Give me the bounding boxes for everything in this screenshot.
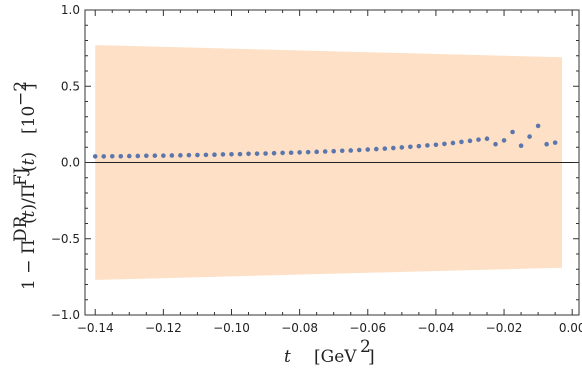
data-point — [288, 150, 294, 156]
data-point — [152, 153, 158, 158]
data-point — [527, 134, 532, 139]
x-tick-label: −0.04 — [418, 321, 455, 335]
data-point — [254, 151, 260, 156]
data-point — [314, 149, 319, 155]
data-point — [484, 136, 490, 142]
data-point — [518, 143, 524, 149]
data-point — [535, 123, 541, 129]
x-tick-label: −0.12 — [145, 321, 182, 335]
y-tick-label: −0.5 — [51, 232, 80, 246]
data-points — [92, 123, 558, 159]
data-point — [408, 144, 413, 150]
data-point — [229, 151, 234, 157]
data-point — [212, 152, 217, 158]
data-point — [92, 154, 98, 159]
data-point — [135, 153, 141, 159]
data-point — [552, 140, 558, 145]
x-axis-title: t [GeV 2 ] — [284, 337, 375, 367]
data-point — [109, 153, 115, 159]
x-tick-label: 0.00 — [559, 321, 582, 335]
data-point — [382, 146, 388, 151]
data-point — [331, 148, 337, 154]
data-point — [442, 141, 447, 147]
data-point — [450, 140, 456, 146]
data-point — [195, 152, 200, 158]
data-point — [476, 137, 481, 142]
data-point — [467, 138, 473, 144]
svg-text:]: ] — [368, 347, 375, 367]
y-axis-ticks: −1.0 −0.5 0.0 0.5 1.0 — [51, 3, 579, 322]
y-tick-label: 0.5 — [61, 79, 80, 93]
x-tick-label: −0.14 — [77, 321, 114, 335]
svg-text:2: 2 — [360, 337, 371, 357]
data-point — [186, 152, 192, 158]
data-point — [126, 153, 132, 159]
data-point — [169, 153, 175, 158]
data-point — [501, 138, 507, 143]
svg-text:[10: [10 — [19, 106, 39, 134]
svg-text:FJ: FJ — [11, 167, 31, 186]
svg-text:(t)/Π: (t)/Π — [19, 183, 39, 224]
data-point — [101, 154, 107, 159]
svg-text:t: t — [284, 347, 291, 367]
data-point — [365, 147, 371, 152]
data-point — [416, 143, 422, 149]
data-point — [391, 145, 396, 151]
data-point — [305, 149, 311, 155]
x-tick-label: −0.10 — [213, 321, 250, 335]
data-point — [425, 143, 430, 148]
data-point — [280, 150, 285, 156]
data-point — [348, 148, 354, 153]
svg-text:[GeV: [GeV — [314, 347, 357, 367]
x-tick-label: −0.06 — [349, 321, 386, 335]
x-tick-label: −0.02 — [486, 321, 523, 335]
y-axis-title: 1 − Π DR (t)/Π FJ (t) [10 −2 ] — [11, 81, 39, 290]
data-point — [237, 151, 243, 157]
data-point — [356, 147, 362, 153]
data-point — [544, 141, 549, 147]
svg-text:−2: −2 — [11, 81, 31, 106]
data-point — [271, 150, 277, 156]
data-point — [144, 153, 149, 159]
x-tick-label: −0.08 — [281, 321, 318, 335]
y-tick-label: 1.0 — [61, 3, 80, 17]
data-point — [373, 146, 379, 152]
data-point — [246, 151, 251, 157]
data-point — [459, 139, 464, 145]
data-point — [263, 151, 268, 156]
data-point — [220, 152, 226, 157]
y-tick-label: 0.0 — [61, 156, 80, 170]
svg-text:DR: DR — [11, 214, 31, 242]
data-point — [322, 149, 328, 154]
data-point — [399, 145, 405, 150]
x-axis-ticks: −0.14 −0.12 −0.10 −0.08 −0.06 −0.04 −0.02 0.00 — [77, 10, 582, 335]
svg-text:]: ] — [19, 83, 39, 90]
data-point — [433, 142, 439, 148]
y-tick-label: −1.0 — [51, 308, 80, 322]
data-point — [510, 129, 515, 135]
data-point — [118, 153, 124, 159]
data-point — [339, 148, 345, 154]
data-point — [493, 141, 498, 147]
svg-text:(t): (t) — [19, 152, 39, 172]
data-point — [178, 153, 183, 158]
data-point — [297, 150, 302, 155]
svg-text:1 − Π: 1 − Π — [19, 239, 39, 290]
data-point — [161, 153, 166, 158]
data-point — [203, 152, 209, 158]
